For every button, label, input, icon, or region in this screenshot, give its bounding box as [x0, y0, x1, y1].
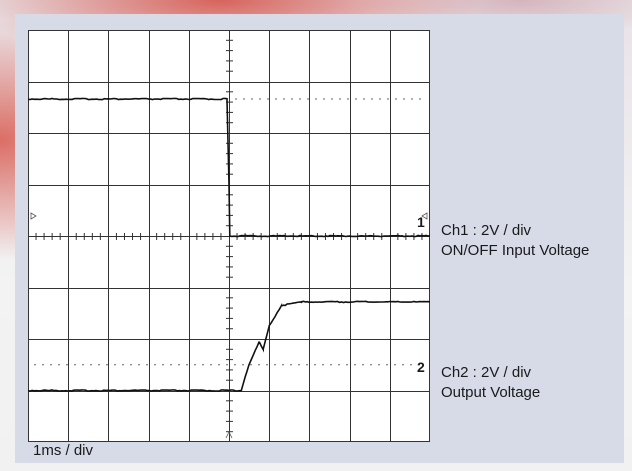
- trigger-marker: [225, 431, 233, 439]
- time-scale-label: 1ms / div: [33, 442, 94, 459]
- ch2-name-label: Output Voltage: [441, 384, 541, 401]
- reference-levels: [34, 98, 424, 366]
- ch2-marker: 2: [417, 359, 425, 375]
- ch1-trace: [28, 97, 430, 238]
- ch1-scale-label: Ch1 : 2V / div: [441, 222, 532, 239]
- ch1-name-label: ON/OFF Input Voltage: [441, 242, 590, 259]
- oscilloscope-plot: [28, 30, 430, 442]
- traces: [28, 97, 430, 392]
- ch1-marker: 1: [417, 214, 425, 230]
- ch2-trace: [28, 300, 430, 392]
- right-level-marker: [421, 212, 428, 220]
- oscilloscope-screen: [28, 30, 430, 442]
- left-level-marker: [30, 212, 37, 220]
- ch2-scale-label: Ch2 : 2V / div: [441, 364, 532, 381]
